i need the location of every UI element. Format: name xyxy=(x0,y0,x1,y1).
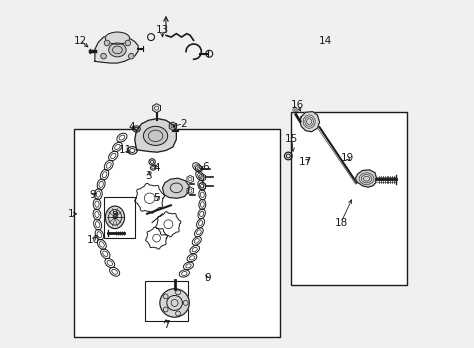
Text: 9: 9 xyxy=(90,190,97,200)
Text: 11: 11 xyxy=(119,145,132,155)
Text: 7: 7 xyxy=(163,320,169,330)
Text: 1: 1 xyxy=(68,209,74,219)
Text: 5: 5 xyxy=(153,193,160,203)
Text: 17: 17 xyxy=(299,157,312,167)
Text: 2: 2 xyxy=(180,119,187,129)
Bar xyxy=(291,112,407,285)
Text: 18: 18 xyxy=(334,218,347,228)
Text: 4: 4 xyxy=(128,122,135,132)
Ellipse shape xyxy=(160,289,189,317)
Circle shape xyxy=(128,53,134,59)
Polygon shape xyxy=(356,170,376,187)
Text: 13: 13 xyxy=(156,25,169,35)
Ellipse shape xyxy=(109,43,126,57)
Polygon shape xyxy=(135,119,176,152)
Polygon shape xyxy=(300,112,319,132)
Text: 15: 15 xyxy=(285,134,299,144)
Text: 3: 3 xyxy=(146,171,152,181)
Text: 4: 4 xyxy=(153,163,160,173)
Circle shape xyxy=(101,53,106,59)
Bar xyxy=(103,197,135,238)
Ellipse shape xyxy=(105,206,125,229)
Text: 6: 6 xyxy=(202,162,209,172)
Polygon shape xyxy=(95,35,138,63)
Polygon shape xyxy=(163,178,189,198)
Circle shape xyxy=(104,40,110,46)
Circle shape xyxy=(125,40,131,46)
Text: 14: 14 xyxy=(319,35,332,46)
Text: 19: 19 xyxy=(341,153,355,164)
Bar xyxy=(74,129,280,337)
Text: 10: 10 xyxy=(87,235,100,245)
Ellipse shape xyxy=(105,32,129,44)
Ellipse shape xyxy=(144,126,168,145)
Text: 12: 12 xyxy=(73,35,87,46)
Text: 9: 9 xyxy=(204,273,211,283)
Text: 16: 16 xyxy=(291,100,304,110)
Text: 8: 8 xyxy=(112,211,118,221)
Bar xyxy=(145,282,189,321)
